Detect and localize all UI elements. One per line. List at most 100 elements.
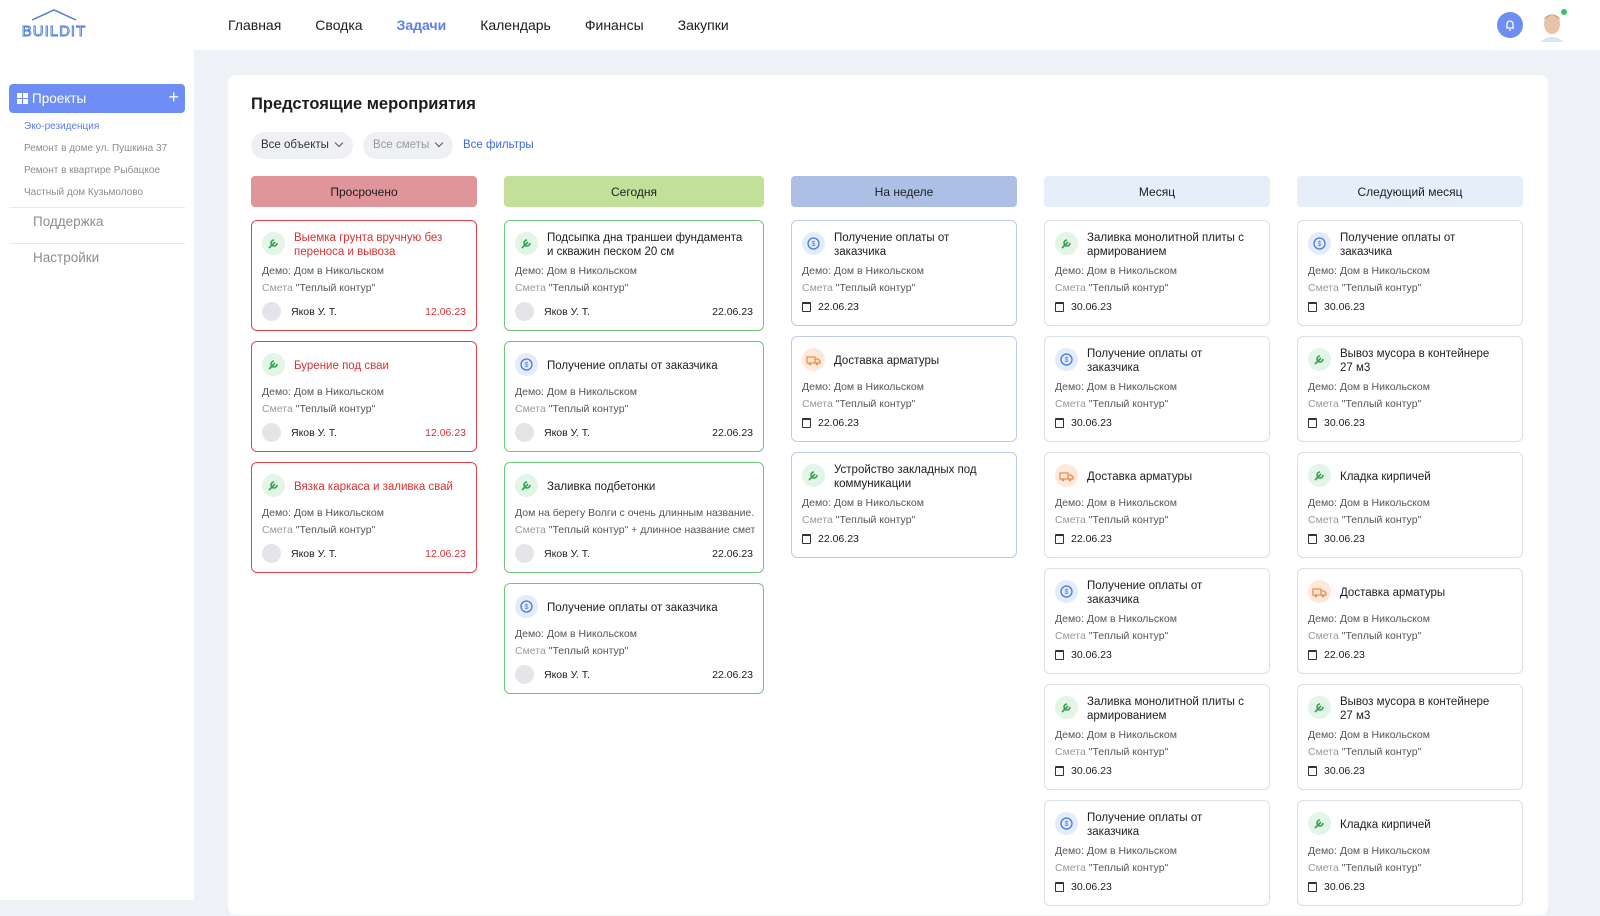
task-estimate: Смета "Теплый контур" — [262, 403, 468, 415]
icon — [808, 471, 818, 481]
task-title: Заливка монолитной плиты с армированием — [1087, 232, 1244, 258]
task-card[interactable]: Кладка кирпичей Демо: Дом в Никольском Сме… — [1297, 452, 1523, 558]
task-date: 22.06.23 — [818, 301, 859, 313]
column-header: На неделе — [791, 176, 1017, 207]
nav-item[interactable]: Сводка — [315, 17, 363, 33]
project-item[interactable]: Частный дом Кузьмолово — [24, 187, 144, 198]
estimate-label: Смета — [1055, 398, 1086, 410]
estimate-name: "Теплый контур" — [548, 403, 629, 415]
estimate-name: "Теплый контур" — [1341, 398, 1422, 410]
icon — [521, 239, 531, 249]
task-object: Демо: Дом в Никольском — [515, 386, 637, 398]
task-title: Выемка грунта вручную без переноса и выв… — [294, 232, 443, 258]
task-date: 30.06.23 — [1324, 301, 1365, 313]
project-item[interactable]: Ремонт в квартире Рыбацкое — [24, 165, 161, 176]
task-estimate: Смета "Теплый контур" — [515, 645, 755, 657]
estimate-label: Смета — [1308, 746, 1339, 758]
task-date-row: 30.06.23 — [1308, 301, 1365, 313]
estimate-label: Смета — [515, 645, 546, 657]
task-card[interactable]: Заливка монолитной плиты с армированием Д… — [1044, 220, 1270, 326]
task-object: Демо: Дом в Никольском — [1055, 845, 1177, 857]
svg-text:$: $ — [812, 241, 816, 248]
page-title: Предстоящие мероприятия — [251, 95, 476, 113]
column-header: Следующий месяц — [1297, 176, 1523, 207]
avatar[interactable] — [1536, 8, 1568, 42]
task-card[interactable]: Устройство закладных под коммуникации Дем… — [791, 452, 1017, 558]
task-estimate: Смета "Теплый контур" — [1308, 862, 1514, 874]
task-card[interactable]: $ Получение оплаты от заказчика Демо: Дом … — [1297, 220, 1523, 326]
nav-item[interactable]: Главная — [228, 17, 282, 33]
task-object: Демо: Дом в Никольском — [1308, 381, 1430, 393]
task-icon: $ — [1308, 232, 1331, 255]
task-icon: $ — [1055, 580, 1078, 603]
task-title: Кладка кирпичей — [1340, 819, 1431, 831]
task-icon — [515, 474, 538, 497]
nav-item[interactable]: Закупки — [677, 17, 729, 33]
task-card[interactable]: $ Получение оплаты от заказчика Демо: Дом … — [504, 341, 764, 452]
filter[interactable]: Все сметы — [363, 132, 454, 159]
task-icon — [802, 348, 825, 371]
nav-item[interactable]: Задачи — [396, 17, 447, 33]
task-card[interactable]: Заливка подбетонки Дом на берегу Волги с … — [504, 462, 764, 573]
estimate-label: Смета — [802, 514, 833, 526]
task-icon — [802, 464, 825, 487]
task-title: Доставка арматуры — [834, 355, 940, 367]
task-estimate: Смета "Теплый контур" — [802, 282, 1008, 294]
task-object: Демо: Дом в Никольском — [802, 381, 924, 393]
icon — [1314, 471, 1324, 481]
person-name: Яков У. Т. — [544, 548, 590, 560]
estimate-name: "Теплый контур" — [1341, 746, 1422, 758]
task-title: Вывоз мусора в контейнере 27 м3 — [1340, 348, 1490, 374]
task-card[interactable]: Заливка монолитной плиты с армированием Д… — [1044, 684, 1270, 790]
all-filters[interactable]: Все фильтры — [463, 139, 534, 151]
task-date-row: 22.06.23 — [802, 301, 859, 313]
filter[interactable]: Все объекты — [251, 132, 353, 159]
task-card[interactable]: Доставка арматуры Демо: Дом в Никольском С… — [1297, 568, 1523, 674]
task-object: Демо: Дом в Никольском — [1055, 729, 1177, 741]
logo: BUILDIT — [22, 23, 87, 40]
nav-item[interactable]: Финансы — [584, 17, 644, 33]
task-object: Демо: Дом в Никольском — [262, 507, 384, 519]
estimate-name: "Теплый контур" — [295, 524, 376, 536]
estimate-label: Смета — [262, 282, 293, 294]
task-card[interactable]: $ Получение оплаты от заказчика Демо: Дом … — [1044, 568, 1270, 674]
estimate-name: "Теплый контур" — [548, 282, 629, 294]
projects[interactable]: Проекты — [9, 84, 185, 113]
task-date: 22.06.23 — [712, 669, 753, 681]
task-card[interactable]: Подсыпка дна траншеи фундамента и скважи… — [504, 220, 764, 331]
task-card[interactable]: Выемка грунта вручную без переноса и выв… — [251, 220, 477, 331]
task-object: Демо: Дом в Никольском — [1055, 497, 1177, 509]
estimate-label: Смета — [1308, 282, 1339, 294]
notifications[interactable] — [1497, 12, 1523, 38]
person-name: Яков У. Т. — [544, 669, 590, 681]
task-date: 30.06.23 — [1071, 881, 1112, 893]
task-estimate: Смета "Теплый контур" — [1308, 630, 1514, 642]
task-card[interactable]: Бурение под сваи Демо: Дом в Никольском См… — [251, 341, 477, 452]
task-card[interactable]: $ Получение оплаты от заказчика Демо: Дом … — [791, 220, 1017, 326]
support[interactable]: Поддержка — [33, 214, 104, 229]
task-icon — [1308, 580, 1331, 603]
task-card[interactable]: Вывоз мусора в контейнере 27 м3 Демо: Дом… — [1297, 684, 1523, 790]
estimate-name: "Теплый контур" + длинное название смет.… — [548, 524, 755, 536]
person-name: Яков У. Т. — [544, 306, 590, 318]
task-card[interactable]: $ Получение оплаты от заказчика Демо: Дом … — [1044, 336, 1270, 442]
project-item[interactable]: Ремонт в доме ул. Пушкина 37 — [24, 143, 168, 154]
column-header: Просрочено — [251, 176, 477, 207]
separator — [9, 207, 185, 208]
settings[interactable]: Настройки — [33, 250, 100, 265]
task-card[interactable]: Вязка каркаса и заливка свай Демо: Дом в … — [251, 462, 477, 573]
estimate-name: "Теплый контур" — [1341, 862, 1422, 874]
task-card[interactable]: Доставка арматуры Демо: Дом в Никольском С… — [1044, 452, 1270, 558]
task-card[interactable]: Вывоз мусора в контейнере 27 м3 Демо: Дом… — [1297, 336, 1523, 442]
nav-item[interactable]: Календарь — [480, 17, 551, 33]
task-card[interactable]: $ Получение оплаты от заказчика Демо: Дом … — [1044, 800, 1270, 906]
project-item[interactable]: Эко-резиденция — [24, 121, 100, 132]
task-title: Доставка арматуры — [1340, 587, 1446, 599]
task-card[interactable]: $ Получение оплаты от заказчика Демо: Дом … — [504, 583, 764, 694]
task-icon — [262, 232, 285, 255]
task-estimate: Смета "Теплый контур" — [1308, 746, 1514, 758]
task-card[interactable]: Кладка кирпичей Демо: Дом в Никольском Сме… — [1297, 800, 1523, 906]
task-estimate: Смета "Теплый контур" + длинное название… — [515, 524, 755, 536]
task-estimate: Смета "Теплый контур" — [802, 514, 1008, 526]
task-card[interactable]: Доставка арматуры Демо: Дом в Никольском С… — [791, 336, 1017, 442]
